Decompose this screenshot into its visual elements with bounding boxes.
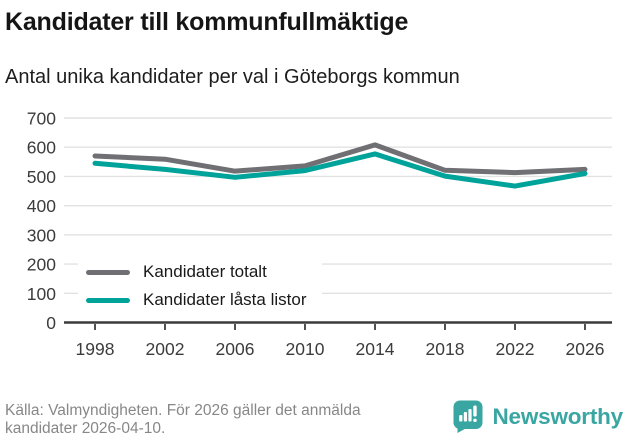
y-tick-label: 200 (27, 255, 56, 275)
legend-label-locked-lists: Kandidater låsta listor (143, 290, 307, 309)
legend-swatch-locked-lists (86, 297, 130, 303)
legend-item-total: Kandidater totalt (86, 261, 306, 283)
legend-swatch-total (86, 269, 130, 275)
series-line-total (92, 142, 588, 176)
x-tick-label: 2014 (356, 339, 395, 359)
x-tick-label: 2006 (216, 339, 255, 359)
x-tick-label: 2010 (286, 339, 325, 359)
newsworthy-wordmark: Newsworthy (492, 403, 623, 429)
chart-footer: Källa: Valmyndigheten. För 2026 gäller d… (5, 398, 623, 437)
y-tick-label: 0 (46, 313, 56, 333)
chart-subtitle: Antal unika kandidater per val i Götebor… (5, 66, 460, 88)
y-tick-label: 100 (27, 284, 56, 304)
y-tick-label: 300 (27, 225, 56, 245)
x-tick-label: 1998 (76, 339, 115, 359)
y-tick-label: 600 (27, 138, 56, 158)
chart-plot-svg: 0 100 200 300 400 500 600 700 1998 2002 2006 2010 20… (27, 109, 612, 359)
newsworthy-logo-icon (453, 400, 483, 433)
legend-label-total: Kandidater totalt (143, 262, 267, 281)
x-tick-label: 2022 (496, 339, 535, 359)
x-tick-label: 2026 (566, 339, 605, 359)
x-tick-label: 2018 (426, 339, 465, 359)
line-chart: 0 100 200 300 400 500 600 700 1998 2002 2006 2010 20… (0, 107, 631, 372)
chart-legend: Kandidater totalt Kandidater låsta listo… (78, 257, 323, 317)
y-tick-label: 400 (27, 196, 56, 216)
source-note: Källa: Valmyndigheten. För 2026 gäller d… (5, 402, 361, 437)
newsworthy-brand: Newsworthy (453, 398, 623, 433)
series-line-locked-lists (92, 151, 588, 189)
x-tick-label: 2002 (146, 339, 185, 359)
chart-title: Kandidater till kommunfullmäktige (5, 8, 409, 36)
y-tick-label: 500 (27, 167, 56, 187)
y-tick-label: 700 (27, 109, 56, 129)
legend-item-locked-lists: Kandidater låsta listor (86, 289, 306, 311)
